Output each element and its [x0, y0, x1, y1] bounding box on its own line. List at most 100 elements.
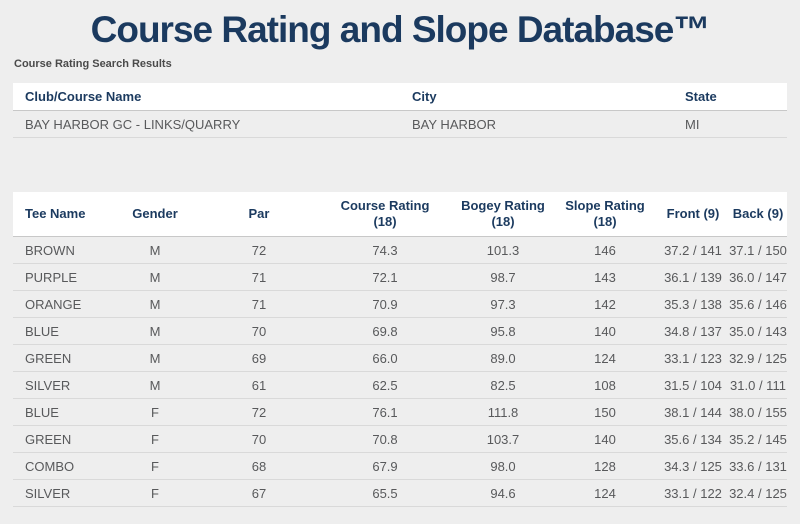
front-9-cell: 34.8 / 137: [664, 323, 722, 339]
back-9-cell: 35.6 / 146: [729, 296, 787, 312]
par-cell: 72: [251, 242, 267, 258]
course-rating-cell: 69.8: [372, 323, 398, 339]
back-9-cell: 35.0 / 143: [729, 323, 787, 339]
bogey-rating-cell: 89.0: [490, 350, 516, 366]
tee-row: PURPLE M 71 72.1 98.7 143 36.1 / 139 36.…: [13, 264, 787, 291]
bogey-rating-cell: 95.8: [490, 323, 516, 339]
slope-rating-cell: 140: [594, 431, 616, 447]
par-cell: 61: [251, 377, 267, 393]
gender-cell: M: [149, 350, 161, 366]
gender-cell: M: [149, 269, 161, 285]
slope-rating-cell: 143: [594, 269, 616, 285]
tee-name-cell: BLUE: [25, 404, 59, 420]
tee-name-cell: SILVER: [25, 485, 71, 501]
tee-row: BROWN M 72 74.3 101.3 146 37.2 / 141 37.…: [13, 237, 787, 264]
par-cell: 67: [251, 485, 267, 501]
slope-rating-cell: 128: [594, 458, 616, 474]
par-cell: 69: [251, 350, 267, 366]
column-header-par: Par: [248, 206, 270, 221]
gender-cell: F: [151, 458, 159, 474]
ratings-table-header-row: Tee Name Gender Par Course Rating (18) B…: [13, 192, 787, 237]
bogey-rating-cell: 103.7: [486, 431, 520, 447]
tee-ratings-table: Tee Name Gender Par Course Rating (18) B…: [13, 192, 787, 507]
bogey-rating-cell: 98.0: [490, 458, 516, 474]
slope-rating-cell: 146: [594, 242, 616, 258]
city-cell: BAY HARBOR: [412, 116, 497, 132]
tee-name-cell: GREEN: [25, 350, 72, 366]
bogey-rating-cell: 101.3: [486, 242, 520, 258]
par-cell: 70: [251, 431, 267, 447]
tee-row: SILVER M 61 62.5 82.5 108 31.5 / 104 31.…: [13, 372, 787, 399]
column-header-back-9: Back (9): [732, 206, 784, 221]
course-rating-cell: 66.0: [372, 350, 398, 366]
slope-rating-cell: 142: [594, 296, 616, 312]
course-rating-cell: 72.1: [372, 269, 398, 285]
gender-cell: M: [149, 296, 161, 312]
tee-name-cell: BROWN: [25, 242, 75, 258]
course-rating-cell: 74.3: [372, 242, 398, 258]
course-rating-cell: 62.5: [372, 377, 398, 393]
back-9-cell: 38.0 / 155: [729, 404, 787, 420]
state-cell: MI: [685, 116, 700, 132]
column-header-state: State: [685, 89, 717, 104]
course-rating-cell: 65.5: [372, 485, 398, 501]
slope-rating-cell: 124: [594, 350, 616, 366]
column-header-club-course-name: Club/Course Name: [25, 89, 142, 104]
slope-rating-cell: 124: [594, 485, 616, 501]
front-9-cell: 36.1 / 139: [664, 269, 722, 285]
column-header-front-9: Front (9): [666, 206, 720, 221]
par-cell: 68: [251, 458, 267, 474]
course-rating-cell: 67.9: [372, 458, 398, 474]
slope-rating-cell: 108: [594, 377, 616, 393]
back-9-cell: 35.2 / 145: [729, 431, 787, 447]
gender-cell: M: [149, 323, 161, 339]
page-title: Course Rating and Slope Database™: [90, 9, 711, 50]
bogey-rating-cell: 98.7: [490, 269, 516, 285]
tee-row: GREEN M 69 66.0 89.0 124 33.1 / 123 32.9…: [13, 345, 787, 372]
front-9-cell: 35.6 / 134: [664, 431, 722, 447]
course-table-header-row: Club/Course Name City State: [13, 83, 787, 111]
bogey-rating-cell: 82.5: [490, 377, 516, 393]
front-9-cell: 37.2 / 141: [664, 242, 722, 258]
tee-row: BLUE M 70 69.8 95.8 140 34.8 / 137 35.0 …: [13, 318, 787, 345]
front-9-cell: 34.3 / 125: [664, 458, 722, 474]
tee-name-cell: GREEN: [25, 431, 72, 447]
tee-name-cell: ORANGE: [25, 296, 82, 312]
back-9-cell: 37.1 / 150: [729, 242, 787, 258]
front-9-cell: 33.1 / 122: [664, 485, 722, 501]
par-cell: 72: [251, 404, 267, 420]
course-rating-cell: 70.8: [372, 431, 398, 447]
tee-row: BLUE F 72 76.1 111.8 150 38.1 / 144 38.0…: [13, 399, 787, 426]
tee-name-cell: SILVER: [25, 377, 71, 393]
back-9-cell: 31.0 / 111: [730, 377, 786, 393]
tee-name-cell: COMBO: [25, 458, 75, 474]
tee-row: GREEN F 70 70.8 103.7 140 35.6 / 134 35.…: [13, 426, 787, 453]
tee-row: COMBO F 68 67.9 98.0 128 34.3 / 125 33.6…: [13, 453, 787, 480]
front-9-cell: 33.1 / 123: [664, 350, 722, 366]
slope-rating-cell: 140: [594, 323, 616, 339]
gender-cell: M: [149, 377, 161, 393]
back-9-cell: 33.6 / 131: [729, 458, 787, 474]
results-heading: Course Rating Search Results: [14, 58, 172, 70]
gender-cell: F: [151, 404, 159, 420]
course-rating-cell: 76.1: [372, 404, 398, 420]
column-header-tee-name: Tee Name: [25, 206, 86, 221]
course-row[interactable]: BAY HARBOR GC - LINKS/QUARRY BAY HARBOR …: [13, 111, 787, 138]
back-9-cell: 36.0 / 147: [729, 269, 787, 285]
tee-name-cell: BLUE: [25, 323, 59, 339]
slope-rating-cell: 150: [594, 404, 616, 420]
back-9-cell: 32.9 / 125: [729, 350, 787, 366]
club-course-name-cell: BAY HARBOR GC - LINKS/QUARRY: [25, 116, 241, 132]
column-header-course-rating-18: Course Rating (18): [340, 198, 430, 229]
column-header-city: City: [412, 89, 437, 104]
column-header-gender: Gender: [132, 206, 178, 221]
front-9-cell: 35.3 / 138: [664, 296, 722, 312]
tee-row: SILVER F 67 65.5 94.6 124 33.1 / 122 32.…: [13, 480, 787, 507]
front-9-cell: 31.5 / 104: [664, 377, 722, 393]
column-header-slope-rating-18: Slope Rating (18): [565, 198, 645, 229]
bogey-rating-cell: 94.6: [490, 485, 516, 501]
back-9-cell: 32.4 / 125: [729, 485, 787, 501]
gender-cell: F: [151, 485, 159, 501]
par-cell: 71: [251, 269, 267, 285]
course-results-table: Club/Course Name City State BAY HARBOR G…: [13, 83, 787, 138]
